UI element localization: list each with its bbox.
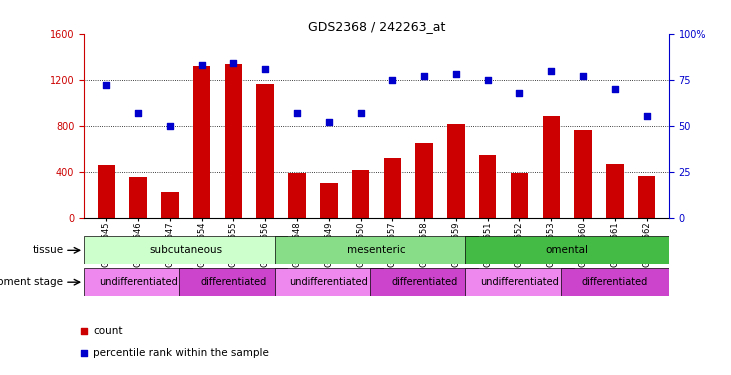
Point (227, 60, 239, 66)
Text: undifferentiated: undifferentiated (480, 277, 559, 287)
Text: count: count (94, 326, 123, 336)
Bar (129, 177, 147, 218)
Bar (161, 192, 178, 217)
Bar (384, 158, 401, 218)
Text: subcutaneous: subcutaneous (149, 245, 222, 255)
Text: development stage: development stage (0, 277, 64, 287)
Text: differentiated: differentiated (200, 277, 267, 287)
Point (100, 82, 112, 88)
Point (577, 73, 589, 79)
Point (450, 71, 462, 77)
Point (545, 68, 557, 74)
Bar (638, 176, 656, 217)
Point (323, 119, 335, 125)
Bar (288, 173, 306, 217)
Point (261, 69, 273, 75)
Point (132, 110, 144, 116)
Bar (179, 268, 287, 296)
Bar (370, 268, 478, 296)
Bar (320, 183, 338, 218)
Text: differentiated: differentiated (391, 277, 458, 287)
Bar (511, 173, 529, 217)
Bar (561, 268, 669, 296)
Point (291, 110, 303, 116)
Point (482, 77, 493, 83)
Point (196, 62, 208, 68)
Text: undifferentiated: undifferentiated (99, 277, 178, 287)
Bar (447, 124, 465, 217)
Bar (466, 268, 574, 296)
Text: undifferentiated: undifferentiated (289, 277, 368, 287)
Point (641, 113, 653, 119)
Text: omental: omental (545, 245, 588, 255)
Bar (606, 164, 624, 218)
Bar (575, 130, 592, 218)
Point (387, 77, 398, 83)
Bar (542, 116, 560, 218)
Title: GDS2368 / 242263_at: GDS2368 / 242263_at (308, 20, 445, 33)
Bar (275, 236, 478, 264)
Bar (415, 143, 433, 218)
Bar (97, 165, 115, 218)
Bar (84, 268, 192, 296)
Text: tissue: tissue (32, 245, 64, 255)
Point (260, 66, 271, 72)
Bar (479, 156, 496, 218)
Point (418, 73, 430, 79)
Bar (224, 64, 242, 217)
Point (609, 86, 621, 92)
Text: percentile rank within the sample: percentile rank within the sample (94, 348, 269, 358)
Bar (193, 66, 211, 218)
Bar (275, 268, 383, 296)
Point (514, 90, 526, 96)
Bar (352, 170, 369, 217)
Bar (466, 236, 669, 264)
Bar (84, 236, 287, 264)
Point (164, 123, 175, 129)
Point (355, 110, 366, 116)
Point (261, 273, 273, 279)
Bar (257, 84, 274, 218)
Text: differentiated: differentiated (582, 277, 648, 287)
Text: mesenteric: mesenteric (347, 245, 406, 255)
